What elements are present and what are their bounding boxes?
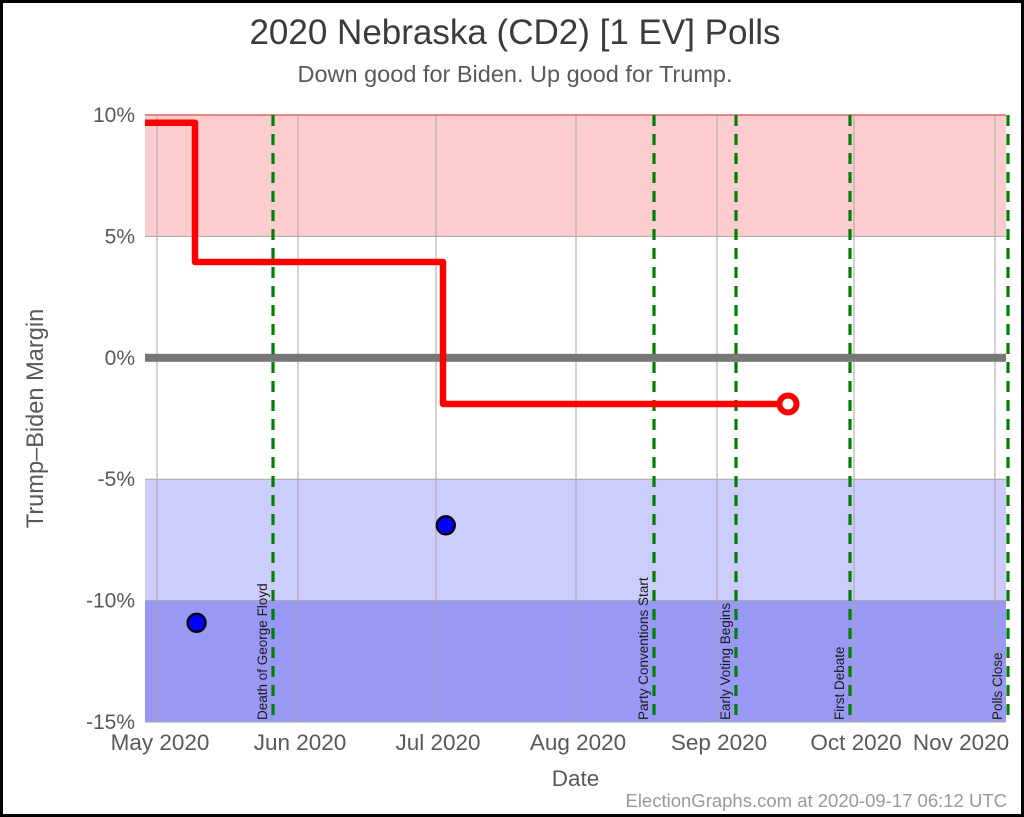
- svg-text:Aug 2020: Aug 2020: [530, 730, 626, 755]
- svg-text:May 2020: May 2020: [111, 730, 210, 755]
- svg-text:Early Voting Begins: Early Voting Begins: [718, 603, 733, 720]
- svg-text:Oct 2020: Oct 2020: [810, 730, 901, 755]
- svg-text:5%: 5%: [105, 225, 135, 248]
- svg-text:Jun 2020: Jun 2020: [254, 730, 347, 755]
- svg-text:-5%: -5%: [98, 468, 135, 491]
- svg-text:First Debate: First Debate: [832, 646, 847, 720]
- svg-text:Party Conventions Start: Party Conventions Start: [636, 577, 651, 720]
- svg-text:Jul 2020: Jul 2020: [395, 730, 480, 755]
- svg-text:Sep 2020: Sep 2020: [671, 730, 767, 755]
- svg-text:Death of George Floyd: Death of George Floyd: [255, 583, 270, 720]
- svg-text:Trump–Biden Margin: Trump–Biden Margin: [23, 309, 49, 528]
- svg-text:0%: 0%: [105, 347, 135, 370]
- svg-text:Polls Close: Polls Close: [990, 652, 1005, 720]
- svg-text:Date: Date: [552, 766, 600, 791]
- svg-text:10%: 10%: [93, 104, 135, 127]
- svg-text:-10%: -10%: [86, 590, 135, 613]
- svg-text:Nov 2020: Nov 2020: [913, 730, 1009, 755]
